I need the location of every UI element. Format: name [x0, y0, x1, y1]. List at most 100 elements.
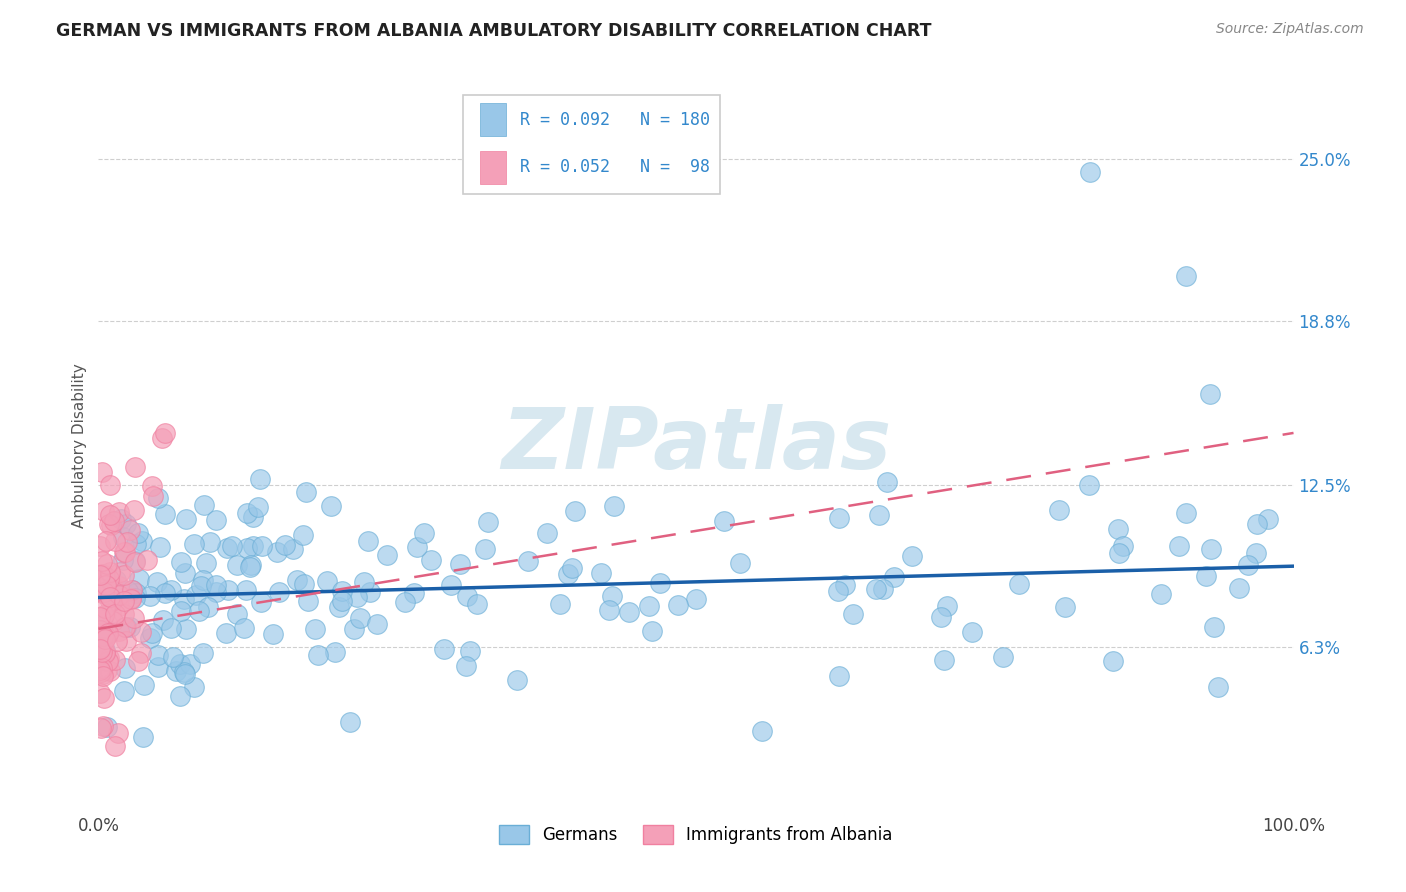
Point	[97, 654, 120, 668]
Point	[1008, 576, 1031, 591]
Point	[641, 624, 664, 639]
Point	[117, 583, 139, 598]
Point	[98, 594, 121, 608]
Point	[233, 621, 256, 635]
Point	[932, 653, 955, 667]
Point	[319, 500, 342, 514]
Point	[112, 544, 135, 558]
Point	[110, 512, 132, 526]
Point	[1174, 506, 1197, 520]
Point	[89, 539, 111, 553]
Point	[433, 642, 456, 657]
Y-axis label: Ambulatory Disability: Ambulatory Disability	[72, 364, 87, 528]
Point	[235, 583, 257, 598]
Point	[136, 553, 159, 567]
Point	[1257, 512, 1279, 526]
Point	[225, 607, 247, 622]
Text: GERMAN VS IMMIGRANTS FROM ALBANIA AMBULATORY DISABILITY CORRELATION CHART: GERMAN VS IMMIGRANTS FROM ALBANIA AMBULA…	[56, 22, 932, 40]
Point	[114, 545, 136, 559]
Point	[1101, 654, 1123, 668]
Point	[292, 577, 315, 591]
Point	[249, 472, 271, 486]
Point	[112, 684, 135, 698]
Point	[297, 593, 319, 607]
Point	[129, 625, 152, 640]
Point	[394, 595, 416, 609]
Point	[97, 627, 120, 641]
Point	[274, 538, 297, 552]
Point	[103, 614, 125, 628]
Point	[91, 669, 114, 683]
Text: R = 0.092   N = 180: R = 0.092 N = 180	[520, 111, 710, 129]
FancyBboxPatch shape	[463, 95, 720, 194]
Point	[124, 555, 146, 569]
Point	[506, 673, 529, 687]
Point	[217, 541, 239, 555]
Point	[124, 591, 146, 606]
Point	[827, 584, 849, 599]
Point	[98, 565, 121, 579]
Point	[221, 539, 243, 553]
Point	[366, 617, 388, 632]
Point	[125, 537, 148, 551]
Point	[183, 537, 205, 551]
Point	[1195, 569, 1218, 583]
Point	[115, 620, 138, 634]
Point	[865, 582, 887, 596]
Point	[250, 595, 273, 609]
Point	[90, 661, 112, 675]
Point	[194, 556, 217, 570]
Point	[170, 556, 193, 570]
Point	[291, 527, 314, 541]
Point	[215, 626, 238, 640]
Point	[108, 566, 131, 580]
Point	[353, 574, 375, 589]
Point	[174, 667, 197, 681]
Point	[648, 576, 671, 591]
Point	[112, 567, 135, 582]
Point	[141, 489, 163, 503]
Point	[1167, 539, 1189, 553]
Point	[124, 554, 146, 568]
Point	[90, 721, 112, 735]
Point	[304, 622, 326, 636]
Point	[1080, 164, 1102, 178]
Point	[1199, 541, 1222, 556]
Point	[357, 534, 380, 549]
Point	[131, 534, 153, 549]
Point	[242, 539, 264, 553]
Point	[96, 557, 118, 571]
Point	[91, 640, 114, 654]
Point	[1107, 522, 1129, 536]
Point	[89, 624, 111, 638]
Point	[419, 553, 441, 567]
Point	[935, 599, 957, 614]
Point	[226, 558, 249, 572]
Point	[93, 691, 115, 706]
Point	[281, 541, 304, 556]
Point	[239, 560, 262, 574]
Point	[121, 583, 143, 598]
Point	[183, 681, 205, 695]
Point	[153, 425, 176, 440]
Point	[93, 607, 115, 622]
FancyBboxPatch shape	[479, 103, 506, 136]
Text: R = 0.052   N =  98: R = 0.052 N = 98	[520, 158, 710, 177]
Point	[323, 645, 346, 659]
Point	[160, 621, 183, 635]
Point	[174, 566, 197, 580]
Point	[876, 475, 898, 489]
Point	[603, 499, 626, 513]
Point	[550, 597, 572, 611]
Point	[205, 577, 228, 591]
Point	[108, 599, 131, 613]
Point	[557, 566, 579, 581]
Point	[197, 599, 219, 614]
Point	[602, 589, 624, 603]
Point	[456, 589, 478, 603]
Point	[349, 611, 371, 625]
Point	[343, 623, 366, 637]
Point	[107, 588, 129, 602]
Point	[842, 607, 865, 622]
Text: ZIPatlas: ZIPatlas	[501, 404, 891, 488]
